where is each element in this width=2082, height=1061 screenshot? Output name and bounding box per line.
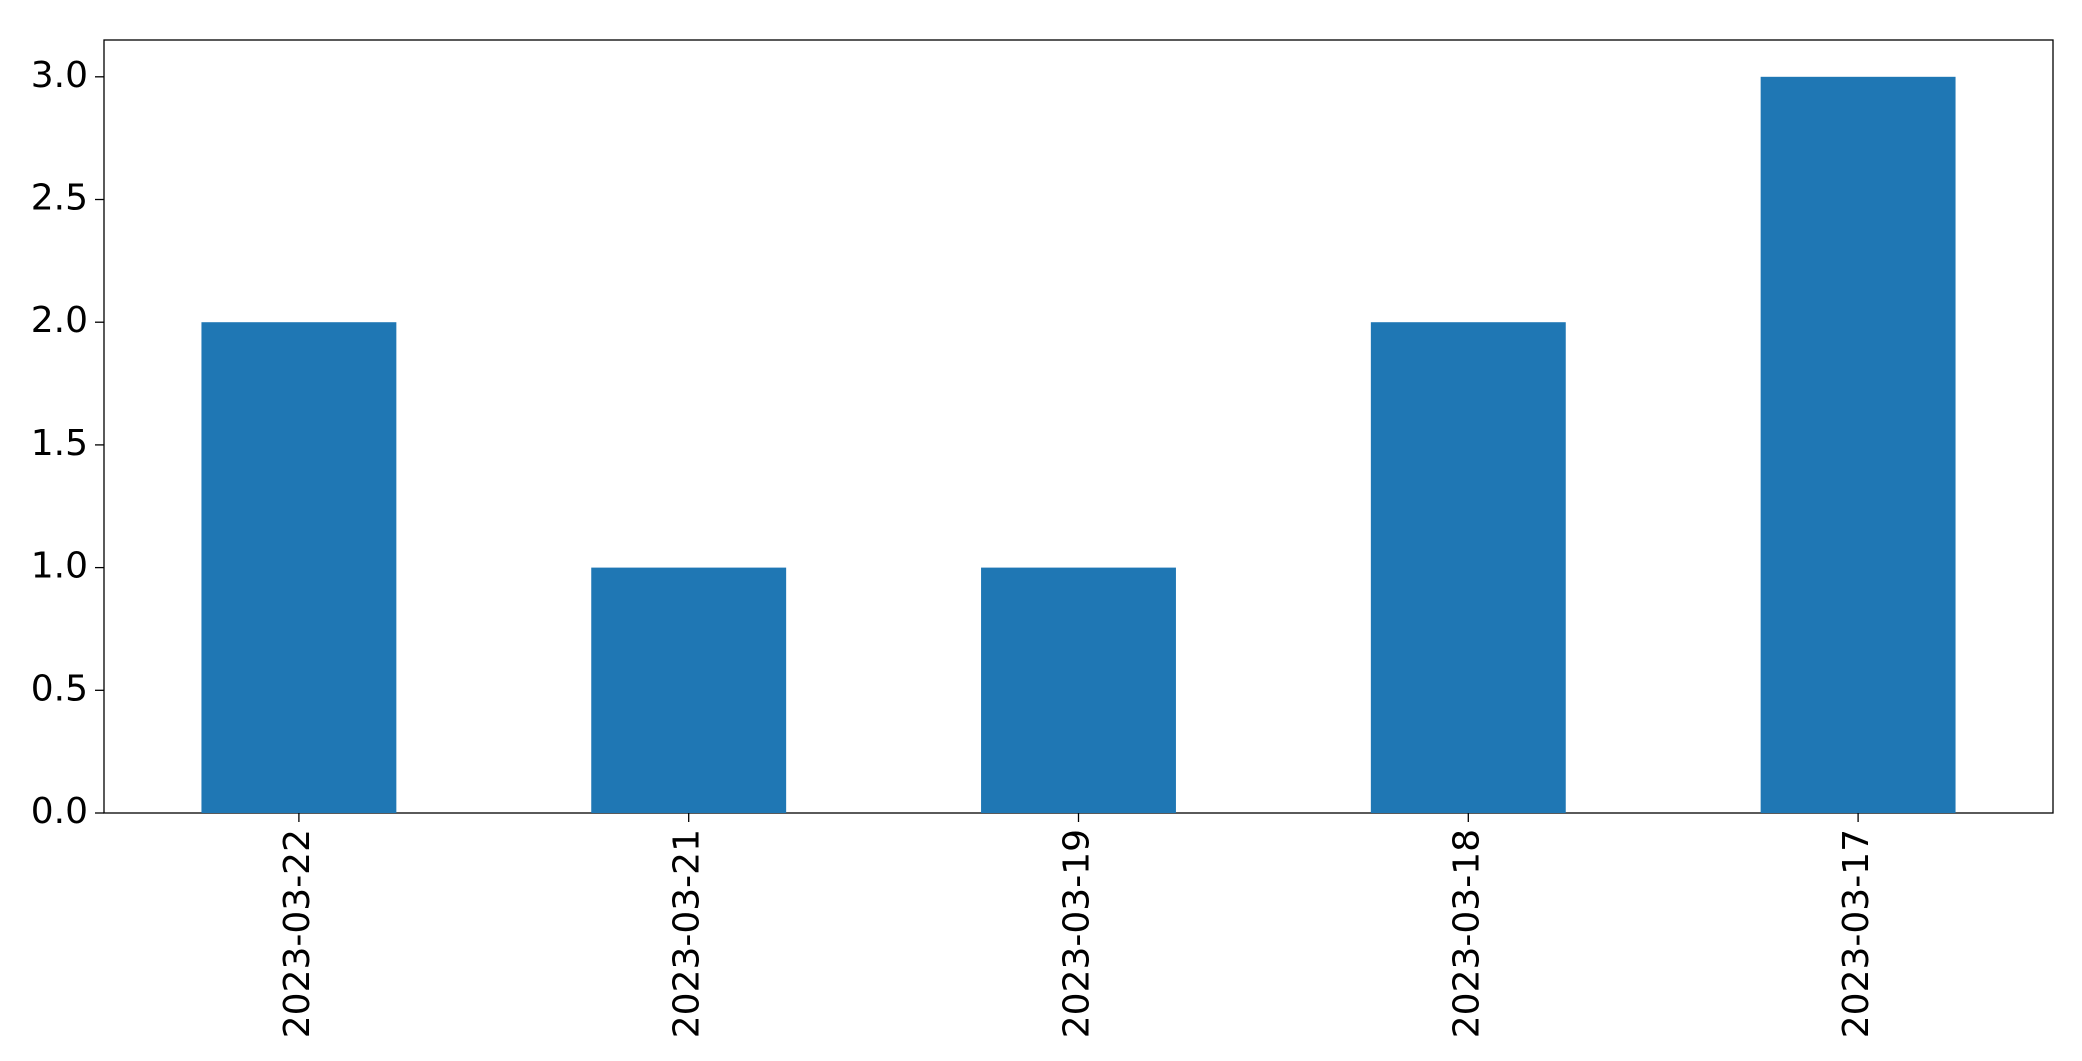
- x-tick-label: 2023-03-19: [1057, 829, 1098, 1038]
- y-tick-label: 2.5: [31, 178, 88, 219]
- x-tick-label: 2023-03-18: [1446, 829, 1487, 1038]
- y-tick-label: 1.0: [31, 546, 88, 587]
- y-tick-label: 0.0: [31, 791, 88, 832]
- y-tick-label: 3.0: [31, 55, 88, 96]
- x-tick-label: 2023-03-17: [1836, 829, 1877, 1038]
- y-tick-label: 1.5: [31, 423, 88, 464]
- y-tick-label: 2.0: [31, 300, 88, 341]
- y-tick-label: 0.5: [31, 668, 88, 709]
- bar: [201, 322, 397, 813]
- bar: [591, 567, 787, 813]
- bar: [981, 567, 1176, 813]
- x-tick-label: 2023-03-22: [277, 829, 318, 1038]
- x-tick-label: 2023-03-21: [667, 829, 708, 1038]
- bar: [1370, 322, 1566, 813]
- bar: [1760, 76, 1956, 814]
